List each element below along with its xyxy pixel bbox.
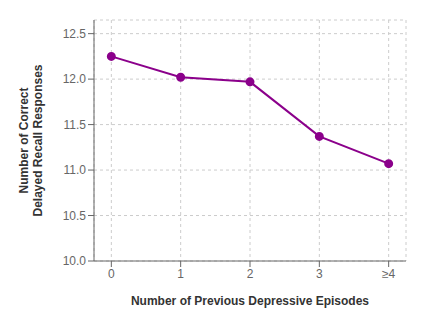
svg-text:12.0: 12.0 xyxy=(63,72,87,86)
svg-text:3: 3 xyxy=(316,267,323,281)
svg-text:1: 1 xyxy=(177,267,184,281)
svg-text:10.0: 10.0 xyxy=(63,254,87,268)
svg-text:0: 0 xyxy=(108,267,115,281)
svg-text:12.5: 12.5 xyxy=(63,27,87,41)
svg-text:11.5: 11.5 xyxy=(64,118,87,132)
svg-text:2: 2 xyxy=(247,267,254,281)
svg-text:≥4: ≥4 xyxy=(382,267,396,281)
svg-text:Number of CorrectDelayed Recal: Number of CorrectDelayed Recall Response… xyxy=(17,64,45,216)
svg-text:10.5: 10.5 xyxy=(63,209,87,223)
svg-text:11.0: 11.0 xyxy=(64,163,87,177)
svg-text:Number of Previous Depressive: Number of Previous Depressive Episodes xyxy=(131,294,369,308)
